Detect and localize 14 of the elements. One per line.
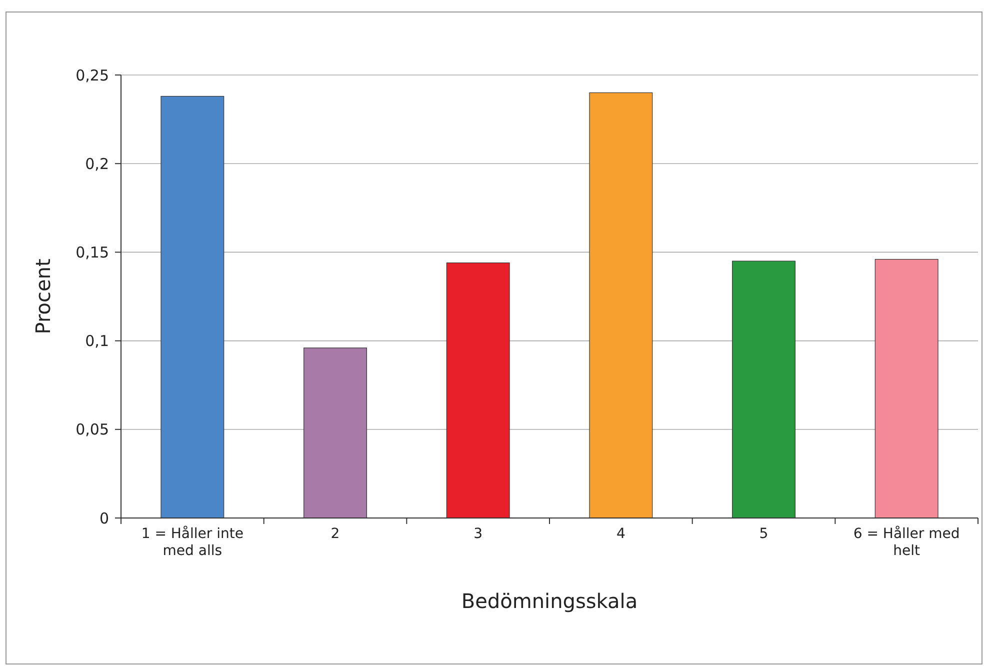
y-tick-label: 0 [99, 509, 109, 528]
y-tick-label: 0,25 [76, 66, 109, 84]
y-axis-title: Procent [31, 258, 55, 334]
y-tick-label: 0,05 [76, 420, 109, 439]
x-tick-label: 5 [759, 526, 768, 542]
x-tick-label: 2 [330, 526, 340, 542]
x-tick-label: 4 [616, 526, 626, 542]
y-tick-label: 0,2 [85, 154, 109, 173]
x-axis-title: Bedömningsskala [461, 589, 638, 613]
x-tick-label: 6 = Håller med helt [853, 525, 960, 559]
y-tick-label: 0,1 [85, 332, 109, 350]
x-tick-label: 3 [474, 526, 483, 542]
y-tick-label: 0,15 [76, 243, 109, 262]
x-tick-label: 1 = Håller inte med alls [141, 525, 244, 559]
